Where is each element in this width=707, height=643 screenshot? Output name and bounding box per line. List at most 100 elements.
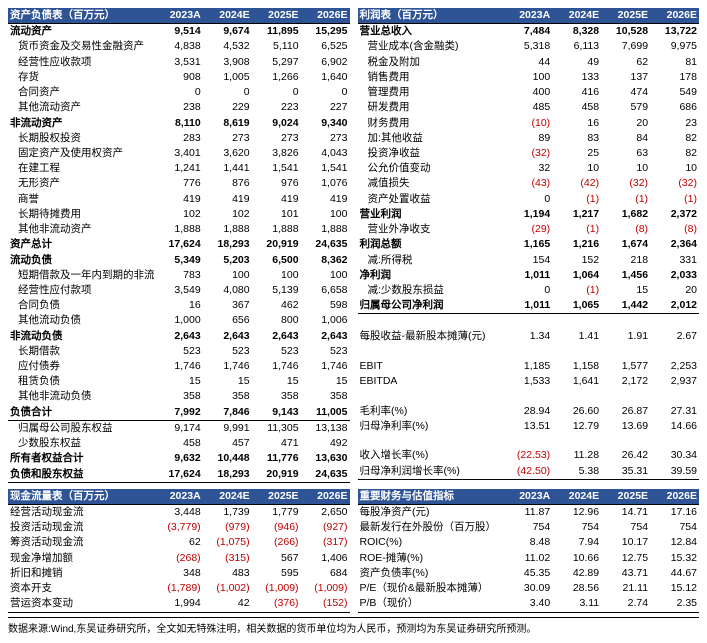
year-header: 2025E <box>601 489 650 505</box>
year-header: 2024E <box>552 489 601 505</box>
row-value: 12.79 <box>552 419 601 434</box>
row-label: 税金及附加 <box>358 55 504 70</box>
row-value: 5.38 <box>552 464 601 480</box>
row-label: 其他非流动负债 <box>8 389 154 404</box>
row-value: (927) <box>301 520 350 535</box>
table-row: 资产负债率(%)45.3542.8943.7144.67 <box>358 566 700 581</box>
row-label: EBIT <box>358 359 504 374</box>
table-row: 负债和股东权益17,62418,29320,91924,635 <box>8 467 350 483</box>
table-row: 经营性应付款项3,5494,0805,1396,658 <box>8 283 350 298</box>
row-label: 资产负债率(%) <box>358 566 504 581</box>
row-value: 13,138 <box>301 420 350 436</box>
row-value: 102 <box>154 207 203 222</box>
table-row: 其他非流动负债358358358358 <box>8 389 350 404</box>
row-value: 2,650 <box>301 505 350 521</box>
row-value: 458 <box>552 100 601 115</box>
row-value: 35.31 <box>601 464 650 480</box>
row-value: 15,295 <box>301 24 350 40</box>
row-value: 1,541 <box>301 161 350 176</box>
row-value: 5,318 <box>503 39 552 54</box>
row-value: 7.94 <box>552 535 601 550</box>
table-title: 重要财务与估值指标 <box>358 489 504 505</box>
table-row: 投资活动现金流(3,779)(979)(946)(927) <box>8 520 350 535</box>
row-value: 684 <box>301 566 350 581</box>
row-value: (1) <box>601 192 650 207</box>
table-row: 其他非流动资产1,8881,8881,8881,888 <box>8 222 350 237</box>
table-row: 投资净收益(32)256382 <box>358 146 700 161</box>
row-value: 754 <box>503 520 552 535</box>
row-value <box>503 389 552 404</box>
table-row: 长期待摊费用102102101100 <box>8 207 350 222</box>
table-row: 每股净资产(元)11.8712.9614.7117.16 <box>358 505 700 521</box>
row-value: 1,577 <box>601 359 650 374</box>
row-value: 2,033 <box>650 268 699 283</box>
row-value: 8,619 <box>203 116 252 131</box>
row-value: 457 <box>203 436 252 451</box>
row-value: 419 <box>203 192 252 207</box>
row-value: 100 <box>252 268 301 283</box>
row-value: (1,009) <box>252 581 301 596</box>
year-header: 2023A <box>503 489 552 505</box>
row-label: 每股收益-最新股本摊薄(元) <box>358 329 504 344</box>
row-value: 9,174 <box>154 420 203 436</box>
table-row: 公允价值变动32101010 <box>358 161 700 176</box>
table-title: 利润表（百万元） <box>358 8 504 24</box>
row-value: 15 <box>154 374 203 389</box>
row-label: 研发费用 <box>358 100 504 115</box>
row-value: 776 <box>154 176 203 191</box>
table-row: 财务费用(10)162023 <box>358 116 700 131</box>
balance-sheet-col: 资产负债表（百万元）2023A2024E2025E2026E流动资产9,5149… <box>8 8 350 483</box>
table-row: 折旧和摊销348483595684 <box>8 566 350 581</box>
income-statement-table: 利润表（百万元）2023A2024E2025E2026E营业总收入7,4848,… <box>358 8 700 480</box>
row-value: 12.75 <box>601 551 650 566</box>
cashflow-col: 现金流量表（百万元）2023A2024E2025E2026E经营活动现金流3,4… <box>8 489 350 613</box>
row-value: 419 <box>301 192 350 207</box>
valuation-col: 重要财务与估值指标2023A2024E2025E2026E每股净资产(元)11.… <box>358 489 700 613</box>
row-label: 财务费用 <box>358 116 504 131</box>
row-value: 1,065 <box>552 298 601 314</box>
row-value: 7,699 <box>601 39 650 54</box>
row-label: 无形资产 <box>8 176 154 191</box>
table-row: 每股收益-最新股本摊薄(元)1.341.411.912.67 <box>358 329 700 344</box>
table-row: 少数股东权益458457471492 <box>8 436 350 451</box>
row-value: 20,919 <box>252 237 301 252</box>
row-value: 783 <box>154 268 203 283</box>
row-value: 0 <box>252 85 301 100</box>
row-value: 483 <box>203 566 252 581</box>
year-header: 2023A <box>154 8 203 24</box>
row-value: 7,484 <box>503 24 552 40</box>
row-value: 1,241 <box>154 161 203 176</box>
row-value: 6,658 <box>301 283 350 298</box>
table-row: ROIC(%)8.487.9410.1712.84 <box>358 535 700 550</box>
row-value: 1,006 <box>301 313 350 328</box>
income-statement-col: 利润表（百万元）2023A2024E2025E2026E营业总收入7,4848,… <box>358 8 700 483</box>
row-label: 短期借款及一年内到期的非流动负债 <box>8 268 154 283</box>
row-value: 419 <box>252 192 301 207</box>
row-value: 8,362 <box>301 253 350 268</box>
row-value: (1) <box>650 192 699 207</box>
row-label: 现金净增加额 <box>8 551 154 566</box>
row-value: 9,340 <box>301 116 350 131</box>
row-label: 利润总额 <box>358 237 504 252</box>
year-header: 2026E <box>650 8 699 24</box>
table-row: 流动资产9,5149,67411,89515,295 <box>8 24 350 40</box>
row-value: 3.40 <box>503 596 552 612</box>
row-value: 462 <box>252 298 301 313</box>
table-row: 归母净利率(%)13.5112.7913.6914.66 <box>358 419 700 434</box>
row-value: 6,902 <box>301 55 350 70</box>
year-header: 2026E <box>301 8 350 24</box>
table-row: 无形资产7768769761,076 <box>8 176 350 191</box>
row-value: (10) <box>503 116 552 131</box>
row-value: 3,401 <box>154 146 203 161</box>
row-value: 10,448 <box>203 451 252 466</box>
table-row: 现金净增加额(268)(315)5671,406 <box>8 551 350 566</box>
row-label: 归属母公司股东权益 <box>8 420 154 436</box>
row-value <box>552 389 601 404</box>
table-row <box>358 344 700 359</box>
row-value: 1,641 <box>552 374 601 389</box>
row-label: 非流动负债 <box>8 329 154 344</box>
row-value <box>552 434 601 449</box>
row-value: (1) <box>552 283 601 298</box>
row-value: 6,113 <box>552 39 601 54</box>
row-value: 5,203 <box>203 253 252 268</box>
